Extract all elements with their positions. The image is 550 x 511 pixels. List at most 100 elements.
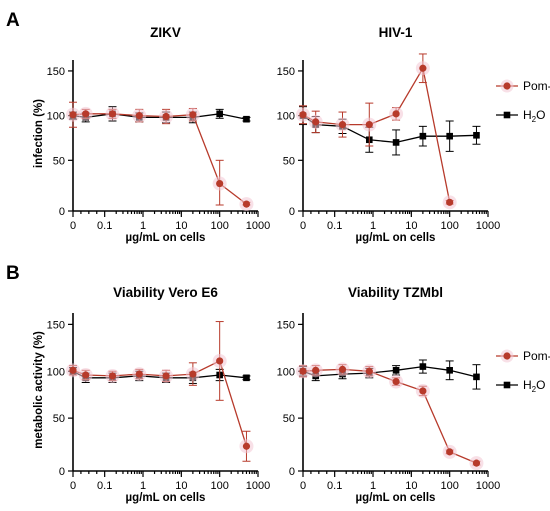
data-point <box>473 131 480 139</box>
legend-marker <box>503 381 511 389</box>
x-tick-label: 100 <box>440 480 458 492</box>
x-tick-label: 1 <box>370 220 376 232</box>
data-point <box>473 373 480 381</box>
data-point <box>243 115 250 123</box>
y-tick-label: 0 <box>59 466 65 478</box>
legend-2: Pom-1 H2O <box>496 349 550 394</box>
y-tick-label: 0 <box>59 206 65 218</box>
y-tick-label: 150 <box>277 319 295 331</box>
x-tick-label: 0.1 <box>327 480 342 492</box>
x-tick-label: 0.1 <box>327 220 342 232</box>
chart-title: HIV-1 <box>379 25 413 40</box>
data-point <box>69 111 77 119</box>
series-line <box>72 113 247 205</box>
y-tick-label: 100 <box>277 366 295 378</box>
data-point <box>82 371 90 379</box>
legend-label: Pom-1 <box>523 349 550 363</box>
data-point <box>108 110 117 118</box>
data-point <box>419 64 427 72</box>
legend-label: Pom-1 <box>523 79 550 93</box>
y-tick-label: 100 <box>47 366 65 378</box>
x-tick-label: 100 <box>210 220 228 232</box>
data-point <box>365 120 373 129</box>
chart-panel-1: ZIKV 0 50 100 150 0 0.1 1 10 100 1000 µg/mL on cell… <box>33 25 270 244</box>
series-pom-1 <box>296 362 484 471</box>
data-point <box>446 132 453 140</box>
x-tick-label: 0 <box>70 220 76 232</box>
legend-marker <box>503 352 511 360</box>
chart-title: Viability TZMbl <box>348 285 443 300</box>
x-tick-label: 1000 <box>476 480 500 492</box>
y-tick-label: 100 <box>47 111 65 123</box>
x-tick-label: 10 <box>175 480 187 492</box>
y-tick-label: 50 <box>283 155 295 167</box>
data-point <box>135 112 143 120</box>
data-point <box>392 139 400 146</box>
data-point <box>312 118 320 126</box>
x-tick-label: 1 <box>140 220 146 232</box>
y-axis-title: metabolic activity (%) <box>33 331 45 449</box>
x-tick-label: 1 <box>140 480 146 492</box>
legend-marker <box>503 82 511 90</box>
x-tick-label: 10 <box>175 220 187 232</box>
x-tick-label: 10 <box>405 480 417 492</box>
data-point <box>162 372 170 380</box>
series-pom-1 <box>66 321 254 462</box>
chart-panel-4: Viability TZMbl 0 50 100 150 0 0.1 1 10 100 1000 µg… <box>277 285 501 504</box>
y-tick-label: 150 <box>277 66 295 78</box>
data-point <box>392 367 400 374</box>
data-point <box>216 179 224 188</box>
x-tick-label: 1 <box>370 480 376 492</box>
y-tick-label: 50 <box>283 413 295 425</box>
x-axis-title: µg/mL on cells <box>356 492 436 504</box>
legend-1: Pom-1 H2O <box>496 79 550 124</box>
chart-title: ZIKV <box>150 25 181 40</box>
y-tick-label: 100 <box>277 111 295 123</box>
data-point <box>189 111 197 119</box>
data-point <box>82 110 90 118</box>
x-tick-label: 1000 <box>476 220 500 232</box>
legend-label: H2O <box>523 378 545 394</box>
data-point <box>242 200 251 208</box>
data-point <box>216 357 224 365</box>
y-tick-label: 0 <box>289 206 295 218</box>
data-point <box>446 367 453 374</box>
data-point <box>419 132 427 140</box>
x-tick-label: 0 <box>70 480 76 492</box>
data-point <box>419 363 427 370</box>
x-axis-title: µg/mL on cells <box>356 232 436 244</box>
y-tick-label: 50 <box>53 155 65 167</box>
legend-label: H2O <box>523 108 545 124</box>
data-point <box>472 459 481 467</box>
x-tick-label: 0.1 <box>97 220 112 232</box>
data-point <box>189 370 197 378</box>
data-point <box>242 442 251 450</box>
x-tick-label: 1000 <box>246 220 270 232</box>
data-point <box>216 110 223 118</box>
y-tick-label: 150 <box>47 319 65 331</box>
x-tick-label: 1000 <box>246 480 270 492</box>
legend-marker <box>503 111 511 119</box>
x-tick-label: 100 <box>210 480 228 492</box>
data-point <box>392 377 400 386</box>
panel-letter-a: A <box>6 10 20 31</box>
data-point <box>162 112 170 121</box>
series-line <box>302 66 451 203</box>
data-point <box>243 374 250 382</box>
data-point <box>419 387 427 395</box>
series-pom-1 <box>66 101 254 212</box>
data-point <box>446 198 454 206</box>
x-tick-label: 100 <box>440 220 458 232</box>
x-tick-label: 10 <box>405 220 417 232</box>
y-tick-label: 150 <box>47 66 65 78</box>
data-point <box>392 110 400 118</box>
y-tick-label: 0 <box>289 466 295 478</box>
y-axis-title: infection (%) <box>33 99 45 168</box>
x-axis-title: µg/mL on cells <box>126 232 206 244</box>
data-point <box>446 448 454 456</box>
legends: Pom-1 H2O Pom-1 H2O <box>496 79 550 394</box>
data-point <box>365 367 373 375</box>
x-tick-label: 0.1 <box>97 480 112 492</box>
